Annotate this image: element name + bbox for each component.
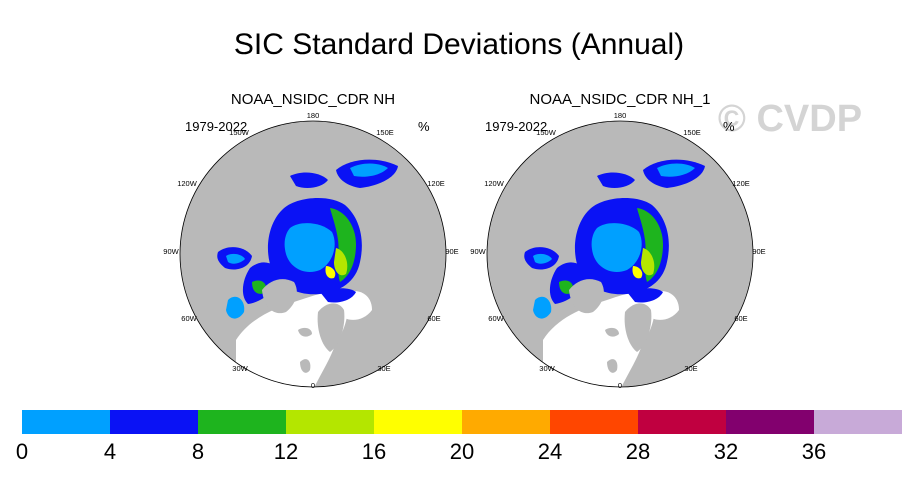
lon-label: 30E (377, 364, 390, 373)
polar-map-right (487, 121, 753, 387)
colorbar: 0 4 8 12 16 20 24 28 32 36 (16, 410, 902, 464)
longitude-labels-left: 180 150E 120E 90E 60E 30E 0 30W 60W 90W … (163, 111, 458, 390)
arctic-lime-patch (641, 248, 655, 276)
bering-ice (290, 172, 328, 188)
lon-label: 90W (163, 247, 179, 256)
greenland (262, 279, 297, 314)
lon-label: 150E (683, 128, 701, 137)
map-boundary-right (486, 120, 754, 388)
colorbar-label: 32 (714, 439, 738, 464)
hudson-bay-inner (226, 253, 245, 264)
lon-label: 120W (484, 179, 505, 188)
arctic-green-rim (330, 208, 356, 282)
lon-label: 120E (427, 179, 445, 188)
lon-label: 0 (311, 381, 315, 390)
lon-label: 60W (488, 314, 504, 323)
lon-label: 120W (177, 179, 198, 188)
polar-map-left (180, 121, 446, 387)
scandinavia (624, 303, 652, 352)
arctic-lime-patch (334, 248, 348, 276)
colorbar-label: 20 (450, 439, 474, 464)
british-isles (607, 359, 618, 373)
map-panel-left: NOAA_NSIDC_CDR NH 1979-2022 % (163, 91, 458, 390)
arctic-green-rim (637, 208, 663, 282)
colorbar-box (550, 410, 638, 434)
figure-title: SIC Standard Deviations (Annual) (234, 28, 684, 61)
norwegian-sea (345, 290, 372, 320)
lon-label: 150W (229, 128, 250, 137)
lon-label: 180 (614, 111, 627, 120)
colorbar-box (110, 410, 198, 434)
arctic-yellow-patch (325, 266, 336, 279)
hudson-bay-inner (533, 253, 552, 264)
lon-label: 60E (427, 314, 440, 323)
lon-label: 150E (376, 128, 394, 137)
units-label-right: % (723, 119, 735, 134)
scandinavia (317, 303, 345, 352)
colorbar-box (286, 410, 374, 434)
lon-label: 30W (539, 364, 555, 373)
colorbar-label: 12 (274, 439, 298, 464)
period-label-right: 1979-2022 (485, 119, 547, 134)
map-panel-right: NOAA_NSIDC_CDR NH_1 1979-2022 % (470, 91, 765, 390)
lon-label: 30E (684, 364, 697, 373)
arctic-low-variability (591, 223, 642, 273)
longitude-labels-right: 180 150E 120E 90E 60E 30E 0 30W 60W 90W … (470, 111, 765, 390)
labrador-ice (226, 296, 245, 319)
colorbar-label: 36 (802, 439, 826, 464)
labrador-ice (533, 296, 552, 319)
lon-label: 150W (536, 128, 557, 137)
bering-ice (597, 172, 635, 188)
cvdp-watermark: © CVDP (718, 98, 862, 140)
norwegian-sea (652, 290, 679, 320)
lon-label: 120E (732, 179, 750, 188)
colorbar-box (198, 410, 286, 434)
colorbar-label: 8 (192, 439, 204, 464)
panel-title-right: NOAA_NSIDC_CDR NH_1 (530, 91, 711, 108)
colorbar-label: 4 (104, 439, 116, 464)
lon-label: 30W (232, 364, 248, 373)
lon-label: 90E (445, 247, 458, 256)
colorbar-box (374, 410, 462, 434)
map-boundary-left (179, 120, 447, 388)
barents-shelf (320, 288, 356, 303)
colorbar-box (638, 410, 726, 434)
lon-label: 60E (734, 314, 747, 323)
colorbar-box (22, 410, 110, 434)
lon-label: 90E (752, 247, 765, 256)
lon-label: 0 (618, 381, 622, 390)
colorbar-label: 16 (362, 439, 386, 464)
arctic-low-variability (284, 223, 335, 273)
period-label-left: 1979-2022 (185, 119, 247, 134)
iceland (605, 327, 619, 337)
colorbar-box (462, 410, 550, 434)
colorbar-label: 28 (626, 439, 650, 464)
colorbar-label: 0 (16, 439, 28, 464)
arctic-yellow-patch (632, 266, 643, 279)
lon-label: 90W (470, 247, 486, 256)
british-isles (300, 359, 311, 373)
colorbar-box (814, 410, 902, 434)
barents-shelf (627, 288, 663, 303)
colorbar-box (726, 410, 814, 434)
okhotsk-light (350, 163, 388, 177)
units-label-left: % (418, 119, 430, 134)
greenland (569, 279, 604, 314)
lon-label: 180 (307, 111, 320, 120)
colorbar-label: 24 (538, 439, 562, 464)
lon-label: 60W (181, 314, 197, 323)
iceland (298, 327, 312, 337)
panel-title-left: NOAA_NSIDC_CDR NH (231, 91, 395, 108)
okhotsk-light (657, 163, 695, 177)
